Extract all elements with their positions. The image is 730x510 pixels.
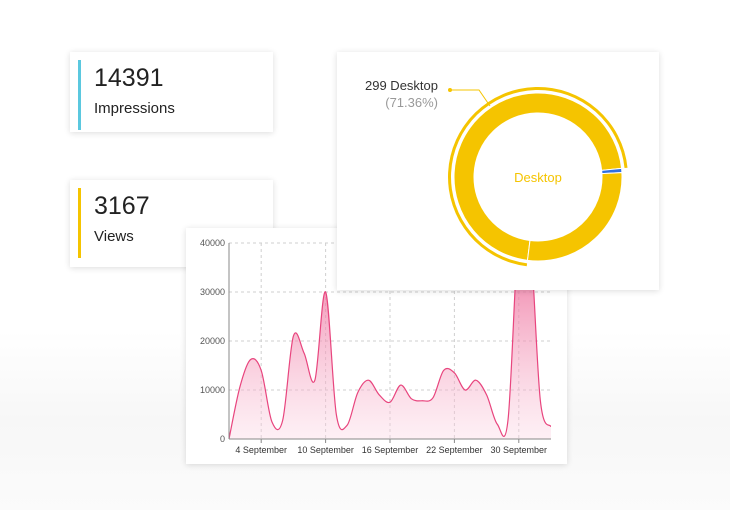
views-value: 3167 (94, 192, 150, 220)
x-tick-label: 22 September (426, 445, 483, 455)
impressions-card: 14391 Impressions (70, 52, 273, 132)
x-tick-label: 16 September (362, 445, 419, 455)
x-tick-label: 10 September (297, 445, 354, 455)
callout-count: 299 Desktop (365, 78, 438, 93)
callout-dot (448, 88, 452, 92)
donut-slices (448, 87, 628, 267)
views-label: Views (94, 228, 134, 245)
donut-chart: 299 Desktop (71.36%) Desktop (365, 78, 628, 267)
area-chart: 0 10000 20000 30000 40000 4 September 10 Septe… (200, 228, 551, 455)
chart-axes: 0 10000 20000 30000 40000 4 September 10 Septe… (200, 238, 551, 455)
impressions-label: Impressions (94, 100, 175, 117)
x-tick-label: 4 September (235, 445, 287, 455)
impressions-accent-bar (78, 60, 81, 130)
impressions-value: 14391 (94, 64, 164, 92)
donut-slice (453, 92, 623, 261)
callout-percent: (71.36%) (385, 95, 438, 110)
views-card: 3167 Views (70, 180, 273, 267)
x-tick-label: 30 September (491, 445, 548, 455)
y-tick-label: 20000 (200, 336, 225, 346)
y-tick-label: 40000 (200, 238, 225, 248)
donut-chart-card: 299 Desktop (71.36%) Desktop (337, 52, 659, 290)
callout-leader-line (450, 89, 491, 107)
views-accent-bar (78, 188, 81, 258)
series-line (229, 228, 551, 440)
donut-slice (526, 172, 623, 262)
y-tick-label: 30000 (200, 287, 225, 297)
donut-center-label: Desktop (514, 170, 562, 185)
y-tick-label: 0 (220, 434, 225, 444)
y-tick-label: 10000 (200, 385, 225, 395)
area-series (229, 228, 551, 440)
